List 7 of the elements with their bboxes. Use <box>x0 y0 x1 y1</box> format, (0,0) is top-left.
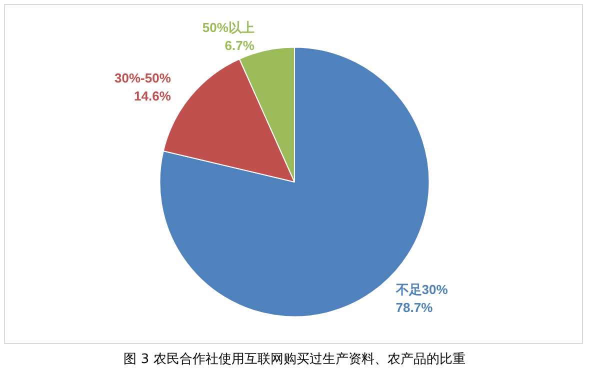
data-label: 78.7% <box>396 300 434 316</box>
data-label: 14.6% <box>134 88 172 104</box>
slice-label: 50%以上 <box>202 20 254 36</box>
data-label: 6.7% <box>224 38 255 54</box>
slice-label: 30%-50% <box>114 70 172 86</box>
slice-label: 不足30% <box>394 282 448 298</box>
text: 图 3 农民合作社使用互联网购买过生产资料、农产品的比重 <box>122 351 466 368</box>
